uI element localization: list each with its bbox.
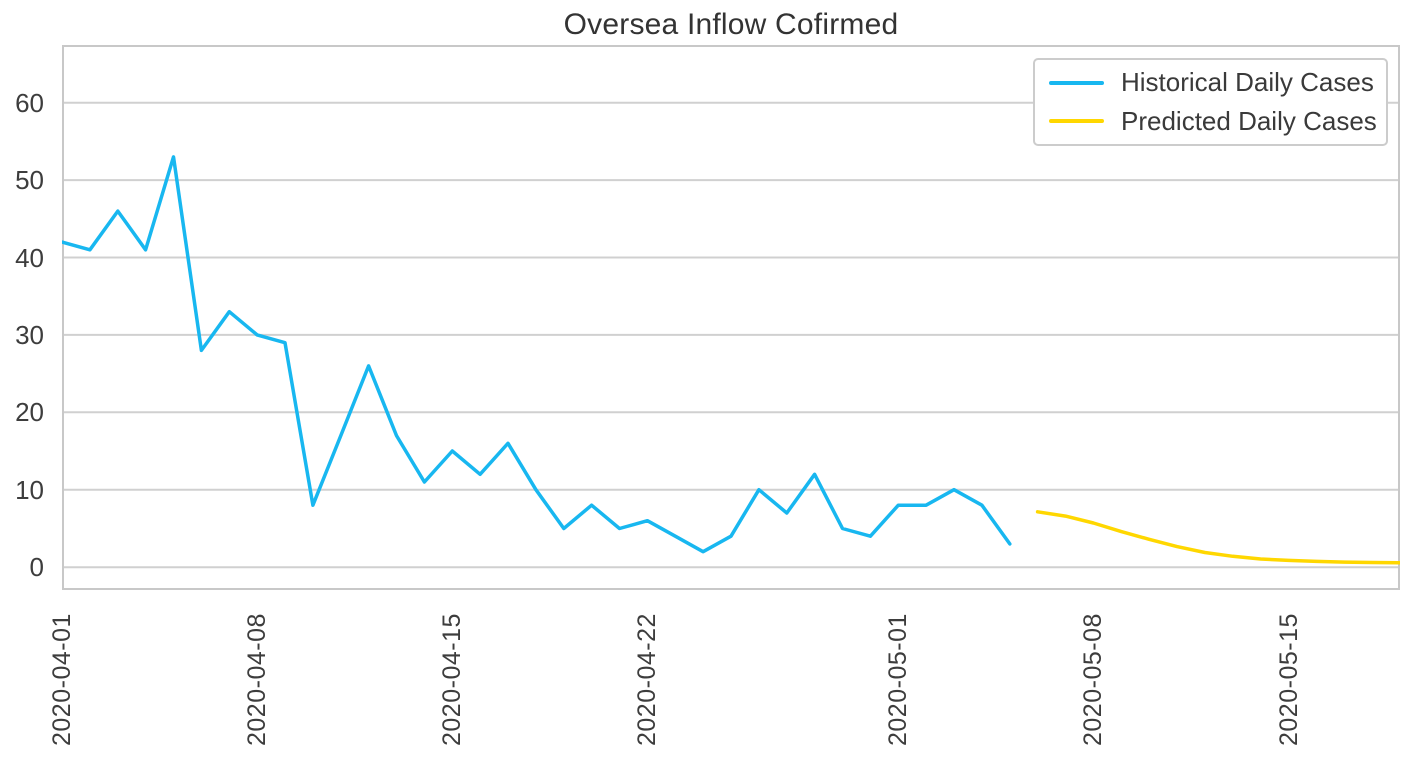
legend-swatch	[1049, 119, 1104, 124]
plot-area	[62, 45, 1400, 590]
plot-svg	[62, 45, 1400, 590]
legend-label-predicted: Predicted Daily Cases	[1121, 105, 1377, 136]
y-tick-label: 40	[15, 242, 44, 273]
series-line-predicted	[1035, 510, 1400, 565]
y-tick-label: 50	[15, 165, 44, 196]
y-tick-label: 30	[15, 319, 44, 350]
legend-item-predicted: Predicted Daily Cases	[1035, 106, 1386, 137]
plot-border	[62, 45, 1400, 590]
x-tick-label: 2020-05-01	[884, 613, 913, 746]
series-line-historical	[62, 155, 1012, 554]
legend-item-historical: Historical Daily Cases	[1035, 67, 1386, 98]
legend-label-historical: Historical Daily Cases	[1121, 67, 1374, 98]
legend: Historical Daily Cases Predicted Daily C…	[1033, 58, 1388, 146]
x-tick-label: 2020-04-22	[633, 613, 662, 746]
x-tick-label: 2020-05-15	[1274, 613, 1303, 746]
y-tick-label: 10	[15, 474, 44, 505]
x-tick-label: 2020-04-01	[48, 613, 76, 746]
y-tick-label: 60	[15, 87, 44, 118]
y-tick-label: 20	[15, 397, 44, 428]
x-tick-label: 2020-05-08	[1079, 613, 1108, 746]
x-tick-label: 2020-04-08	[243, 613, 272, 746]
legend-swatch	[1049, 80, 1104, 85]
y-tick-label: 0	[29, 552, 44, 583]
chart-title: Oversea Inflow Cofirmed	[563, 8, 899, 41]
x-tick-label: 2020-04-15	[438, 613, 467, 746]
